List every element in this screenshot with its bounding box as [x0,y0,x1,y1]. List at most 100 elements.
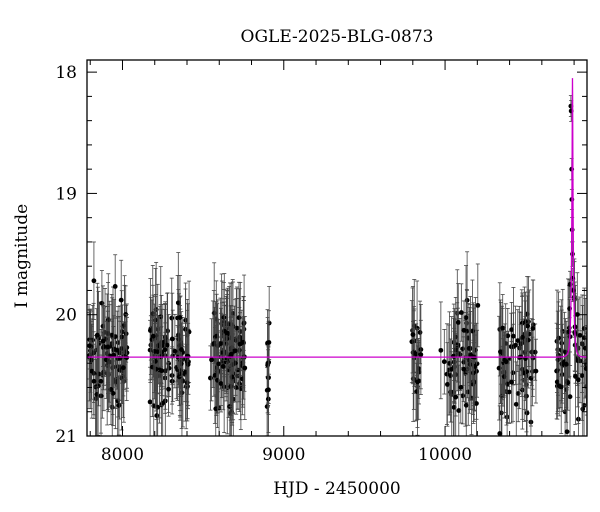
data-point [98,378,104,384]
data-point [575,377,581,383]
data-point [218,381,224,386]
data-point [166,365,172,371]
data-point [123,331,129,337]
data-point [575,358,581,364]
data-point [532,349,538,355]
data-point [176,374,182,380]
data-point [116,403,122,408]
model-curve [87,78,587,358]
data-point [458,310,464,315]
data-point [410,332,416,337]
data-point [183,369,188,375]
data-point [234,325,240,331]
plot-frame [86,59,588,437]
data-point [169,315,175,321]
data-point [501,374,507,380]
data-point [449,366,455,372]
data-point [417,330,423,335]
x-tick-label: 9000 [262,445,305,465]
data-point [209,357,214,363]
data-points [87,78,587,436]
data-point [236,315,242,321]
data-point [91,378,97,384]
data-point [513,401,519,407]
data-point [554,368,560,374]
data-point [573,373,578,379]
data-point [185,362,191,367]
data-point [89,368,95,374]
data-point [152,358,158,364]
data-point [415,379,420,385]
data-point [242,365,248,371]
data-point [211,310,217,316]
data-point [506,389,512,395]
data-point [266,340,272,345]
data-point [159,368,164,374]
data-point [166,386,171,392]
x-axis-label: HJD - 2450000 [273,479,401,499]
data-point [409,339,415,345]
data-point [451,404,457,410]
data-point [509,379,514,385]
data-point [169,336,175,342]
data-point [461,327,467,333]
data-point [91,278,97,284]
data-point [455,320,461,325]
data-point [453,394,459,400]
y-axis-label: I magnitude [12,204,32,308]
data-point [94,332,100,338]
data-point [579,373,585,378]
data-point [87,343,92,349]
data-point [456,408,462,413]
data-point [524,410,530,416]
data-point [577,332,583,338]
data-point [438,347,444,353]
data-point [511,333,516,339]
data-point [216,361,222,367]
data-point [565,380,571,386]
data-point [120,365,126,371]
data-point [503,359,509,365]
data-point [160,400,166,406]
y-tick-label: 21 [55,427,77,447]
axis-ticks: 8000 9000 10000 18 19 20 21 [55,60,587,465]
data-point [163,368,168,374]
y-tick-label: 19 [55,184,77,204]
data-point [147,399,153,405]
data-point [567,394,573,400]
data-point [448,373,453,378]
data-point [463,402,469,408]
data-point [241,320,247,326]
data-point [509,327,515,332]
data-point [88,357,94,363]
data-point [558,384,564,390]
data-point [530,326,536,331]
data-point [112,284,118,289]
data-point [110,390,116,396]
data-point [583,366,587,371]
data-point [208,375,213,381]
data-point [505,333,511,339]
data-point [533,368,539,374]
x-tick-label: 10000 [418,445,472,465]
data-point [217,341,223,346]
x-tick-label: 8000 [101,445,144,465]
plot-area [87,78,587,436]
data-point [212,373,218,378]
data-point [220,364,226,369]
data-point [214,333,220,339]
data-point [111,352,117,358]
data-point [175,300,181,306]
data-point [463,315,469,321]
data-point [580,406,586,412]
data-point [458,384,464,390]
data-point [570,251,575,257]
data-point [414,389,420,394]
data-point [162,347,168,353]
data-point [500,325,506,331]
data-point [100,338,106,344]
data-point [213,406,219,412]
data-point [563,361,569,367]
data-point [109,332,115,338]
y-tick-label: 20 [55,306,77,326]
